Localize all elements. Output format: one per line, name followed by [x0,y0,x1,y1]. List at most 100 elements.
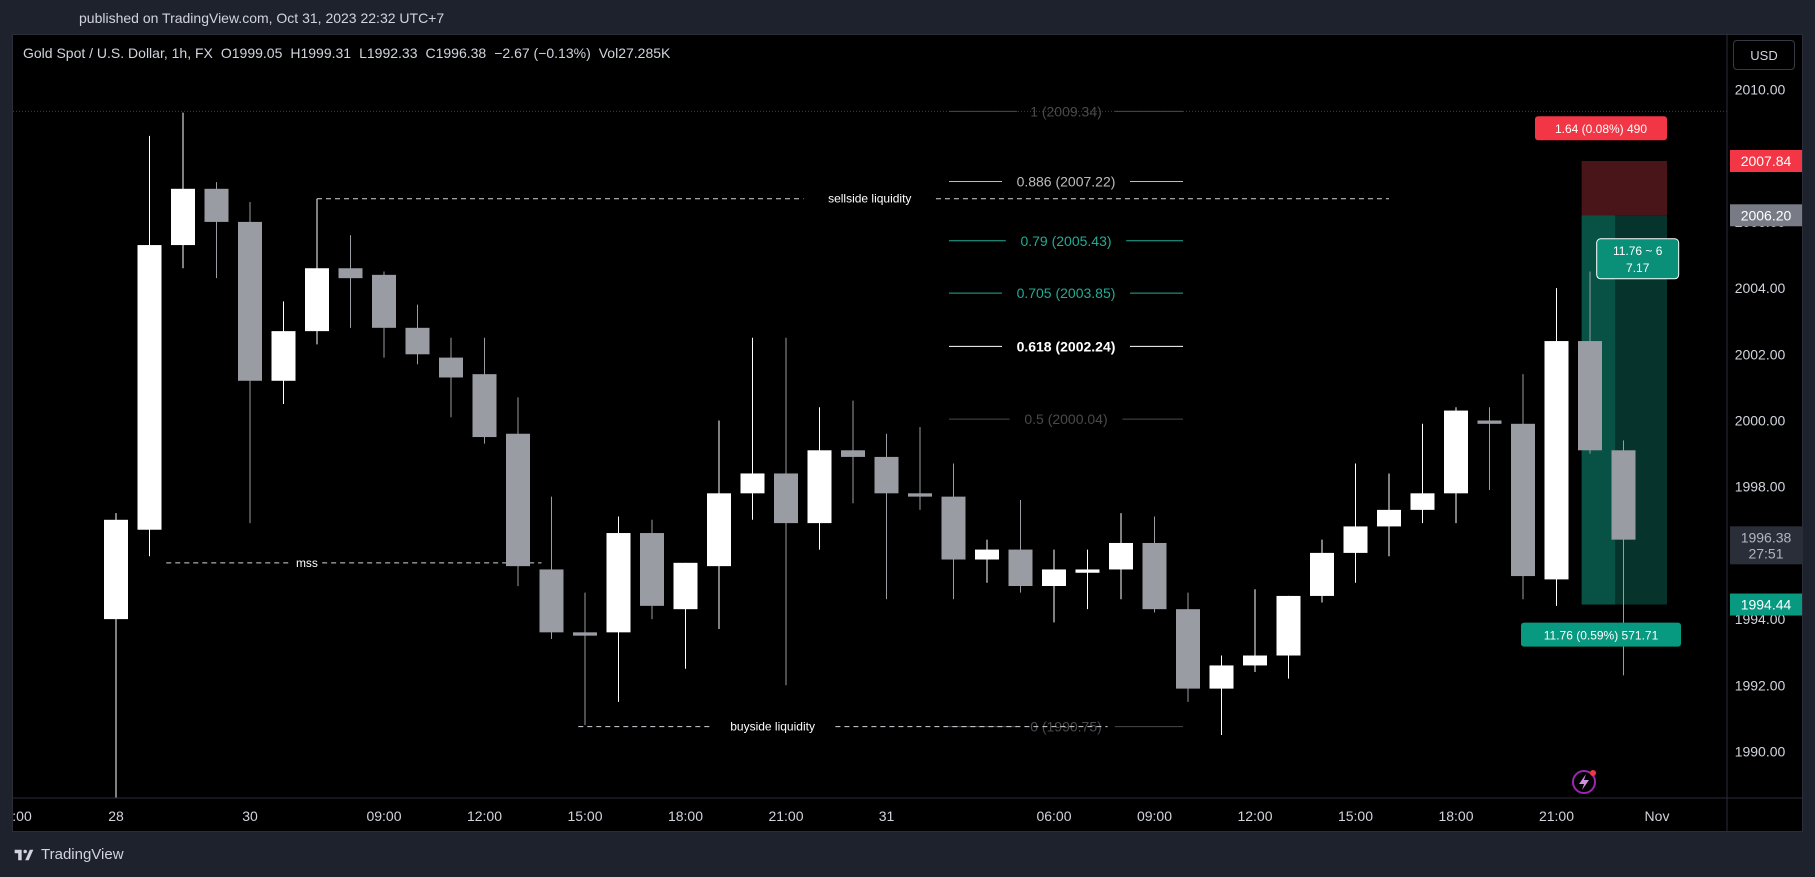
fib-level-label: 0.705 (2003.85) [1017,285,1116,301]
candle-body [1209,665,1234,689]
take-profit-label-bg [1521,622,1681,647]
candle [1042,549,1066,623]
candle [1176,592,1200,702]
candle [707,420,731,630]
candle-body [707,493,731,567]
candle-body [104,519,128,620]
candle-body [539,569,564,633]
time-axis-tick: 21:00 [1539,808,1574,824]
stop-loss-label: 1.64 (0.08%) 490 [1555,122,1647,136]
candle [841,400,865,504]
candle-body [439,357,463,378]
candle [405,304,430,365]
candle-body [1142,542,1167,610]
candle-body [640,533,664,606]
candle [1310,539,1334,603]
candle [472,337,497,444]
candle [372,271,396,358]
candle-body [171,188,195,246]
candle-body [405,327,430,355]
candle-body [1410,493,1435,510]
candle [305,198,329,345]
candle [204,182,229,279]
candle [807,407,832,550]
candle-body [1477,420,1502,424]
candle [1511,374,1535,600]
time-axis-tick: 09:00 [1137,808,1172,824]
fib-level-label: 0.5 (2000.04) [1024,411,1107,427]
tradingview-logo-icon [14,849,34,860]
time-axis-tick: 12:00 [467,808,502,824]
target-price-label: 1994.44 [1741,597,1792,613]
last-price-label: 1996.38 [1741,529,1792,545]
candle [975,539,999,583]
candle-body [1511,423,1535,577]
candle-body [1276,595,1301,656]
candle-body [1444,410,1468,494]
candle-body [807,450,832,524]
candle-body [1042,569,1066,586]
legend-volume: Vol27.285K [598,45,671,61]
candle [941,463,966,600]
candle [1544,288,1569,606]
time-axis-tick: 12:00 [1237,808,1272,824]
candle-body [975,549,999,560]
candle-body [1310,552,1334,596]
target-price-label-bg [1730,593,1802,616]
candle-body [1075,569,1100,573]
candle-body [874,456,899,494]
candle [271,301,296,404]
candle-body [1008,549,1033,586]
candle [1410,423,1435,524]
symbol-legend: Gold Spot / U.S. Dollar, 1h, FX O1999.05 H… [23,45,678,61]
time-axis-tick: 09:00 [366,808,401,824]
candle-body [573,632,597,636]
candle-body [204,188,229,222]
candle [137,135,162,557]
candle-body [305,268,329,332]
candle-body [506,433,530,567]
candle-body [137,245,162,530]
currency-button[interactable]: USD [1733,40,1795,70]
candle [1243,589,1267,673]
annotation-label: sellside liquidity [828,192,911,206]
time-axis-tick: 15:00 [1338,808,1373,824]
lightning-icon[interactable] [1572,770,1596,794]
candle-body [740,473,765,494]
entry-price-label-bg [1730,204,1802,227]
candle [171,112,195,269]
candle-body [1343,526,1368,553]
candle-body [774,473,798,524]
candle-body [1176,609,1200,689]
time-axis-tick: 06:00 [1036,808,1071,824]
stop-loss-zone [1581,160,1668,216]
footer-brand-label: TradingView [41,846,124,863]
stop-price-label-bg [1730,149,1802,172]
price-axis-tick: 2004.00 [1735,280,1786,296]
chart-pane[interactable] [12,34,1803,832]
candle [439,337,463,418]
stop-price-label: 2007.84 [1741,153,1792,169]
candle [539,496,564,639]
legend-low: L1992.33 [359,45,418,61]
time-axis-tick: Nov [1645,808,1670,824]
candle-body [941,496,966,560]
candle-body [673,562,698,610]
candle [1209,655,1234,735]
time-axis-tick: 28 [108,808,124,824]
time-axis-tick: 18:00 [668,808,703,824]
fib-level-label: 0.79 (2005.43) [1020,233,1111,249]
candle-body [238,221,262,381]
candle [606,516,631,702]
fib-level-label: 1 (2009.34) [1030,103,1102,119]
fib-level-label: 0 (1990.75) [1030,719,1102,735]
candle [238,202,262,524]
candle [640,519,664,620]
candle-body [1109,542,1133,570]
candle [1008,499,1033,593]
candle-body [841,450,865,457]
legend-change: −2.67 (−0.13%) [494,45,591,61]
candle-body [606,533,631,633]
risk-reward-line1: 11.76 ~ 6 [1613,244,1663,258]
